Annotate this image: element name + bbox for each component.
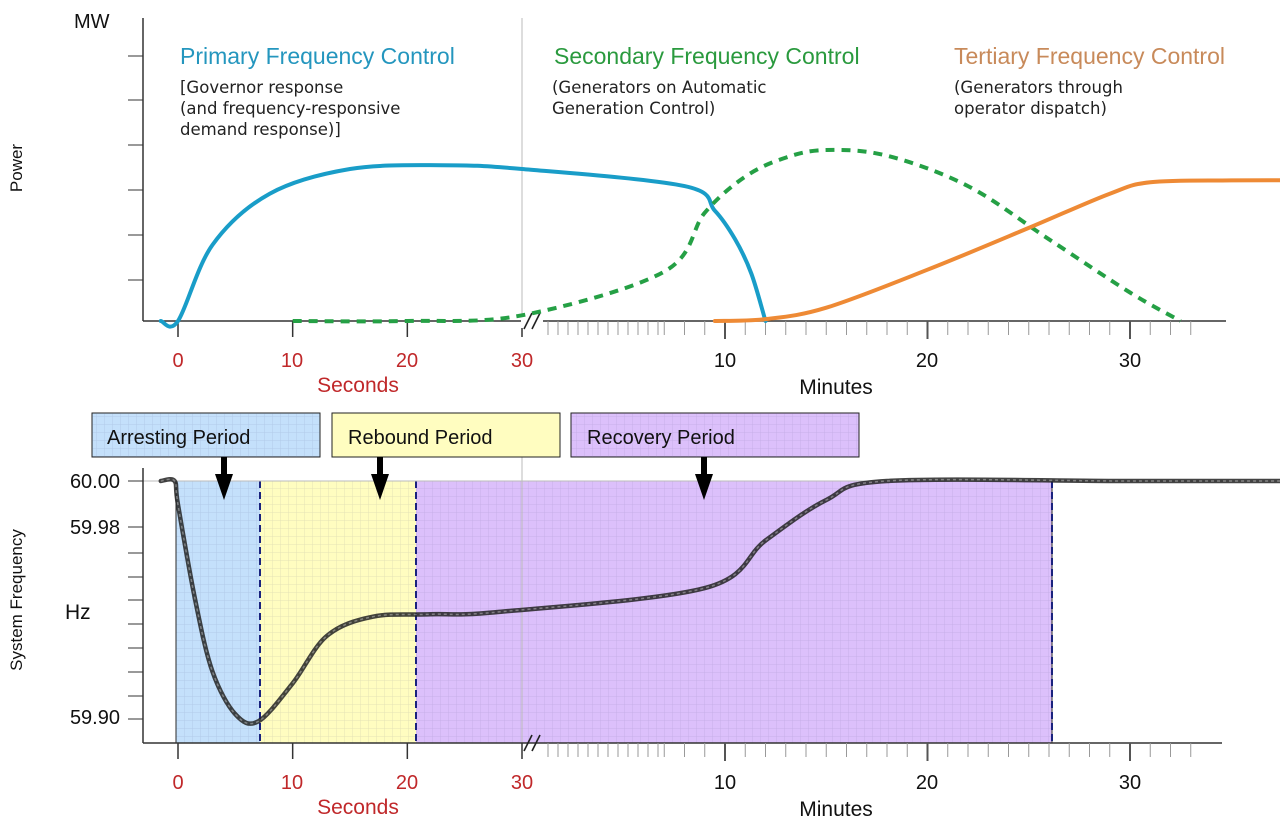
power-chart: MW Power 0 10 20 30 10 20 30 Seconds Min… (7, 11, 1280, 399)
x-axis-ticks (177, 743, 1192, 761)
y-axis-label: Power (7, 144, 26, 193)
primary-control-heading: Primary Frequency Control (180, 43, 455, 69)
system-frequency-line-texture (160, 478, 1280, 725)
primary-control-desc-1: [Governor response (180, 78, 343, 97)
y-axis-ticks (128, 55, 143, 281)
x-tick-seconds-20: 20 (396, 772, 418, 794)
x-axis-label-minutes: Minutes (799, 376, 873, 399)
x-tick-minutes-20: 20 (916, 350, 938, 372)
rebound-period-text: Rebound Period (348, 427, 493, 449)
y-tick-59.98: 59.98 (70, 517, 120, 539)
system-frequency-line (158, 476, 1280, 726)
power-series-group (158, 147, 1280, 329)
x-axis-label-seconds: Seconds (317, 374, 399, 397)
y-tick-59.90: 59.90 (70, 707, 120, 729)
x-tick-minutes-20: 20 (916, 772, 938, 794)
secondary-control-desc-1: (Generators on Automatic (552, 78, 766, 97)
y-unit-label: MW (74, 11, 110, 33)
arresting-period-label: Arresting Period (91, 412, 321, 458)
x-axis-label-seconds: Seconds (317, 796, 399, 819)
secondary-control-heading: Secondary Frequency Control (554, 43, 860, 69)
axis-break-mark (521, 312, 543, 330)
x-tick-seconds-20: 20 (396, 350, 418, 372)
tertiary-control-line (712, 178, 1280, 323)
secondary-control-desc-2: Generation Control) (552, 99, 715, 118)
y-unit-label: Hz (65, 601, 91, 624)
x-tick-minutes-30: 30 (1119, 772, 1141, 794)
recovery-period-text: Recovery Period (587, 427, 735, 449)
x-tick-minutes-10: 10 (714, 772, 736, 794)
period-grid-overlay (176, 481, 1052, 743)
recovery-arrow-icon (695, 457, 713, 500)
tertiary-control-desc-1: (Generators through (954, 78, 1123, 97)
tertiary-control-desc-2: operator dispatch) (954, 99, 1107, 118)
primary-control-line (158, 163, 768, 329)
x-tick-seconds-10: 10 (281, 772, 303, 794)
y-axis-ticks (128, 480, 143, 720)
x-tick-minutes-10: 10 (714, 350, 736, 372)
x-axis-label-minutes: Minutes (799, 798, 873, 821)
frequency-chart: 60.00 59.98 59.90 Hz System Frequency 0 … (7, 412, 1280, 821)
x-tick-seconds-0: 0 (172, 772, 183, 794)
x-axis-ticks (177, 321, 1192, 339)
tertiary-control-heading: Tertiary Frequency Control (954, 43, 1225, 69)
x-tick-seconds-30: 30 (511, 350, 533, 372)
arresting-period-text: Arresting Period (107, 427, 250, 449)
arresting-arrow-icon (215, 457, 233, 500)
rebound-period-label: Rebound Period (331, 412, 561, 458)
axis-break-mark (523, 734, 541, 752)
x-tick-seconds-10: 10 (281, 350, 303, 372)
primary-control-desc-3: demand response)] (180, 120, 341, 139)
recovery-period-label: Recovery Period (570, 412, 860, 458)
x-tick-seconds-30: 30 (511, 772, 533, 794)
y-tick-60.00: 60.00 (70, 471, 120, 493)
x-tick-minutes-30: 30 (1119, 350, 1141, 372)
secondary-control-line (292, 147, 1182, 324)
primary-control-desc-2: (and frequency-responsive (180, 99, 400, 118)
frequency-series-group (158, 476, 1280, 726)
x-tick-seconds-0: 0 (172, 350, 183, 372)
y-axis-label: System Frequency (7, 529, 26, 671)
rebound-arrow-icon (371, 457, 389, 500)
